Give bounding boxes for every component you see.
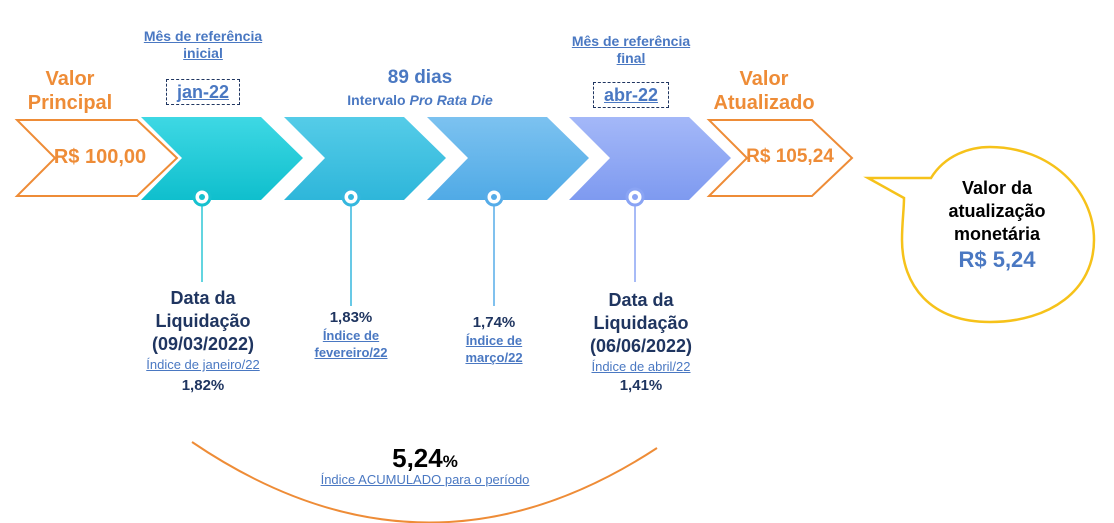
point-4: Data da Liquidação (06/06/2022) Índice d… xyxy=(560,289,722,395)
pin-4 xyxy=(625,187,645,282)
callout-bubble xyxy=(863,145,1096,324)
interval-label-italic: Pro Rata Die xyxy=(409,92,493,108)
end-label: Valor Atualizado xyxy=(705,67,823,115)
interval-label: Intervalo Pro Rata Die xyxy=(320,92,520,109)
point-2: 1,83% Índice de fevereiro/22 xyxy=(301,309,401,361)
point-4-value: 1,41% xyxy=(619,377,663,394)
point-4-line3: (06/06/2022) xyxy=(589,336,693,356)
point-1-index-label: Índice de janeiro/22 xyxy=(146,357,260,372)
start-chevron xyxy=(14,119,179,197)
chevron-3 xyxy=(427,117,589,200)
pin-3 xyxy=(484,187,504,306)
point-1-line2: Liquidação xyxy=(155,311,251,331)
point-3: 1,74% Índice de março/22 xyxy=(444,314,544,366)
end-label-line1: Valor xyxy=(739,68,789,90)
accumulated-arc xyxy=(191,441,658,523)
accumulated-value: 5,24% xyxy=(340,443,510,474)
start-label-line2: Principal xyxy=(27,92,113,114)
ref-initial-label-line2: inicial xyxy=(183,45,223,61)
ref-final-box: abr-22 xyxy=(587,82,675,108)
point-3-index-line2: março/22 xyxy=(465,350,523,365)
point-1-line1: Data da xyxy=(170,288,236,308)
chevron-4 xyxy=(569,117,731,200)
callout-line1: Valor da xyxy=(961,178,1033,198)
accumulated-percent: % xyxy=(442,452,458,471)
point-1-line3: (09/03/2022) xyxy=(151,334,255,354)
point-1: Data da Liquidação (09/03/2022) Índice d… xyxy=(122,287,284,395)
ref-final-label-line1: Mês de referência xyxy=(571,33,691,49)
callout-value: R$ 5,24 xyxy=(958,247,1036,272)
ref-initial-month: jan-22 xyxy=(165,79,241,105)
start-amount: R$ 100,00 xyxy=(53,146,147,168)
point-2-index-line1: Índice de xyxy=(322,328,380,343)
end-amount: R$ 105,24 xyxy=(746,146,834,167)
pin-1 xyxy=(192,187,212,282)
ref-initial-label-line1: Mês de referência xyxy=(143,28,263,44)
accumulated-number: 5,24 xyxy=(392,443,443,473)
ref-final-month: abr-22 xyxy=(592,82,670,108)
chevron-2 xyxy=(284,117,446,200)
point-2-value: 1,83% xyxy=(329,309,373,326)
ref-final-label-line2: final xyxy=(616,50,646,66)
point-3-value: 1,74% xyxy=(472,314,516,331)
point-4-line2: Liquidação xyxy=(593,313,689,333)
pin-2 xyxy=(341,187,361,306)
callout: Valor da atualização monetária R$ 5,24 xyxy=(922,177,1072,274)
ref-initial-label: Mês de referência inicial xyxy=(120,28,286,62)
end-chevron xyxy=(706,119,854,197)
start-label: Valor Principal xyxy=(20,67,120,115)
ref-final-label: Mês de referência final xyxy=(548,33,714,67)
point-1-value: 1,82% xyxy=(181,377,225,394)
accumulated-label: Índice ACUMULADO para o período xyxy=(320,472,530,487)
interval-label-prefix: Intervalo xyxy=(347,92,410,108)
ref-initial-box: jan-22 xyxy=(160,79,246,105)
callout-line3: monetária xyxy=(953,224,1041,244)
point-4-index-label: Índice de abril/22 xyxy=(591,359,691,374)
point-2-index-line2: fevereiro/22 xyxy=(314,345,388,360)
end-label-line2: Atualizado xyxy=(713,92,815,114)
interval-days: 89 dias xyxy=(387,67,453,88)
chevron-1 xyxy=(141,117,303,200)
start-label-line1: Valor xyxy=(45,68,95,90)
point-4-line1: Data da xyxy=(608,290,674,310)
callout-line2: atualização xyxy=(948,201,1046,221)
point-3-index-line1: Índice de xyxy=(465,333,523,348)
